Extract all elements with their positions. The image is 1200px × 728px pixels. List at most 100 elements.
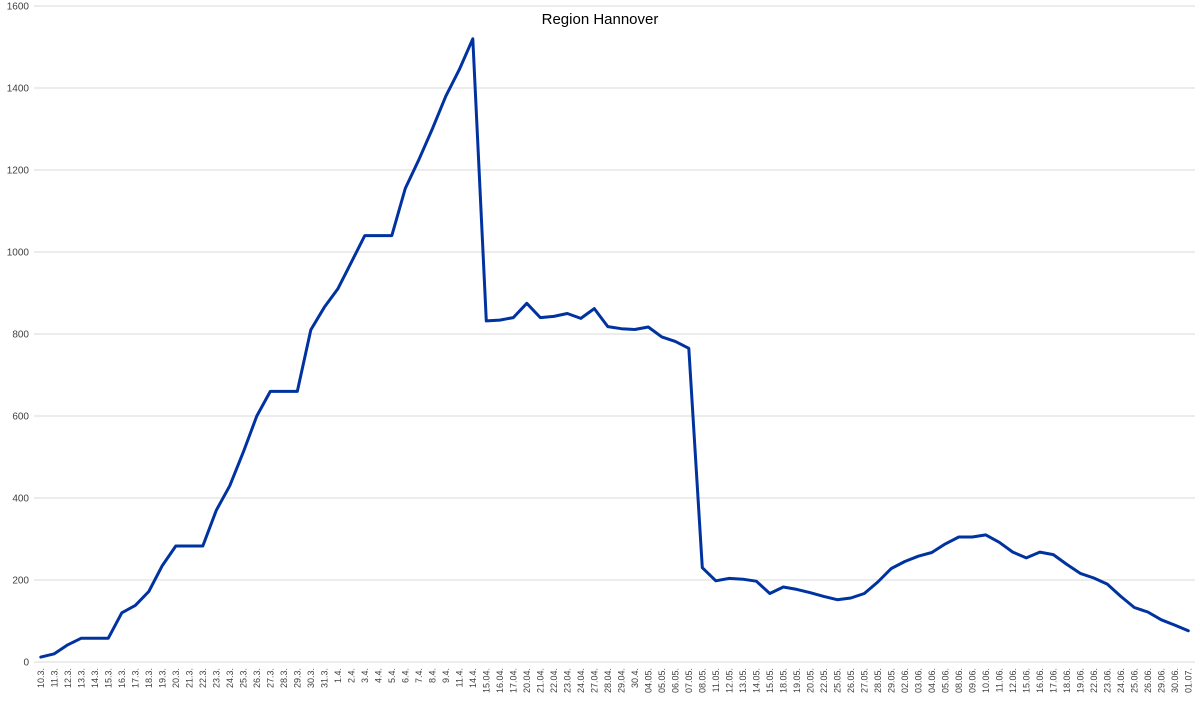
x-tick-label: 10.06. [981,668,991,693]
x-tick-label: 28.05. [873,668,883,693]
x-tick-label: 26.05. [846,668,856,693]
y-tick-label: 1400 [7,84,30,95]
x-tick-label: 23.04. [562,668,572,693]
x-tick-label: 29.04. [616,668,626,693]
x-tick-label: 20.3. [171,668,181,688]
x-tick-label: 28.04. [603,668,613,693]
x-tick-label: 10.3. [36,668,46,688]
x-tick-label: 9.4. [441,668,451,683]
x-tick-label: 25.3. [238,668,248,688]
x-tick-label: 21.3. [184,668,194,688]
y-tick-label: 600 [12,412,29,423]
x-tick-label: 15.06. [1021,668,1031,693]
x-tick-label: 7.4. [414,668,424,683]
gridlines [34,5,1195,663]
x-tick-label: 30.3. [306,668,316,688]
x-tick-label: 13.3. [76,668,86,688]
x-tick-label: 1.4. [333,668,343,683]
x-tick-label: 23.06. [1102,668,1112,693]
x-tick-label: 30.4. [630,668,640,688]
x-tick-label: 17.3. [130,668,140,688]
x-tick-label: 11.4. [454,668,464,687]
x-tick-label: 30.06. [1170,668,1180,693]
y-axis-ticks: 0 200 400 600 800 1000 1200 1400 1600 [7,2,30,669]
x-tick-label: 23.3. [211,668,221,688]
x-tick-label: 15.05. [765,668,775,693]
x-tick-label: 26.06. [1143,668,1153,693]
x-tick-label: 06.05. [670,668,680,693]
x-tick-label: 19.06. [1075,668,1085,693]
x-tick-label: 27.04. [589,668,599,693]
y-tick-label: 0 [23,658,29,669]
x-tick-label: 02.06. [900,668,910,693]
x-tick-label: 22.06. [1089,668,1099,693]
x-tick-label: 17.06. [1048,668,1058,693]
x-tick-label: 15.3. [103,668,113,688]
x-tick-label: 19.3. [157,668,167,688]
x-tick-label: 25.06. [1129,668,1139,693]
series-line [39,37,1190,659]
x-tick-label: 25.05. [832,668,842,693]
x-tick-label: 26.3. [252,668,262,688]
y-tick-label: 1200 [7,166,30,177]
x-tick-label: 5.4. [387,668,397,683]
y-tick-label: 800 [12,330,29,341]
x-tick-label: 07.05. [684,668,694,693]
x-tick-label: 13.05. [738,668,748,693]
x-tick-label: 6.4. [400,668,410,683]
x-tick-label: 09.06. [967,668,977,693]
y-tick-label: 1600 [7,2,30,13]
x-tick-label: 04.05. [643,668,653,693]
x-tick-label: 24.06. [1116,668,1126,693]
x-tick-label: 20.05. [805,668,815,693]
x-tick-label: 22.04. [549,668,559,693]
x-tick-label: 27.3. [265,668,275,688]
x-tick-label: 18.06. [1062,668,1072,693]
x-tick-label: 16.04. [495,668,505,693]
x-tick-label: 05.05. [657,668,667,693]
x-tick-label: 05.06. [940,668,950,693]
x-tick-label: 24.04. [576,668,586,693]
x-axis-ticks: 10.3. 11.3. 12.3. 13.3. 14.3. 15.3. 16.3. 17.3.… [36,668,1194,693]
x-tick-label: 22.3. [198,668,208,688]
x-tick-label: 29.05. [886,668,896,693]
x-tick-label: 4.4. [373,668,383,683]
x-tick-label: 11.05. [711,668,721,692]
x-tick-label: 28.3. [279,668,289,688]
x-tick-label: 16.3. [117,668,127,688]
x-tick-label: 18.3. [144,668,154,688]
x-tick-label: 12.05. [724,668,734,693]
y-tick-label: 400 [12,494,29,505]
x-tick-label: 19.05. [792,668,802,693]
x-tick-label: 3.4. [360,668,370,683]
x-tick-label: 03.06. [913,668,923,693]
x-tick-label: 31.3. [319,668,329,688]
x-tick-label: 15.04. [481,668,491,693]
x-tick-label: 29.06. [1156,668,1166,693]
x-tick-label: 04.06. [927,668,937,693]
chart-title: Region Hannover [542,11,659,28]
x-tick-label: 12.3. [63,668,73,688]
series-layer [39,37,1190,659]
x-tick-label: 08.05. [697,668,707,693]
x-tick-label: 27.05. [859,668,869,693]
x-tick-label: 14.4. [468,668,478,688]
x-tick-label: 01.07. [1183,668,1193,693]
x-tick-label: 08.06. [954,668,964,693]
x-tick-label: 21.04. [535,668,545,693]
x-tick-label: 14.05. [751,668,761,693]
x-tick-label: 18.05. [778,668,788,693]
x-tick-label: 17.04. [508,668,518,693]
x-tick-label: 8.4. [427,668,437,683]
x-tick-label: 14.3. [90,668,100,688]
y-tick-label: 200 [12,576,29,587]
x-tick-label: 11.3. [49,668,59,687]
x-tick-label: 20.04. [522,668,532,693]
x-tick-label: 24.3. [225,668,235,688]
x-tick-label: 2.4. [346,668,356,683]
x-tick-label: 12.06. [1008,668,1018,693]
x-tick-label: 11.06. [994,668,1004,692]
